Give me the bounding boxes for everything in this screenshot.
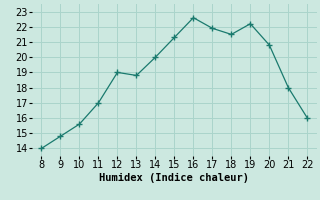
X-axis label: Humidex (Indice chaleur): Humidex (Indice chaleur) bbox=[100, 173, 249, 183]
